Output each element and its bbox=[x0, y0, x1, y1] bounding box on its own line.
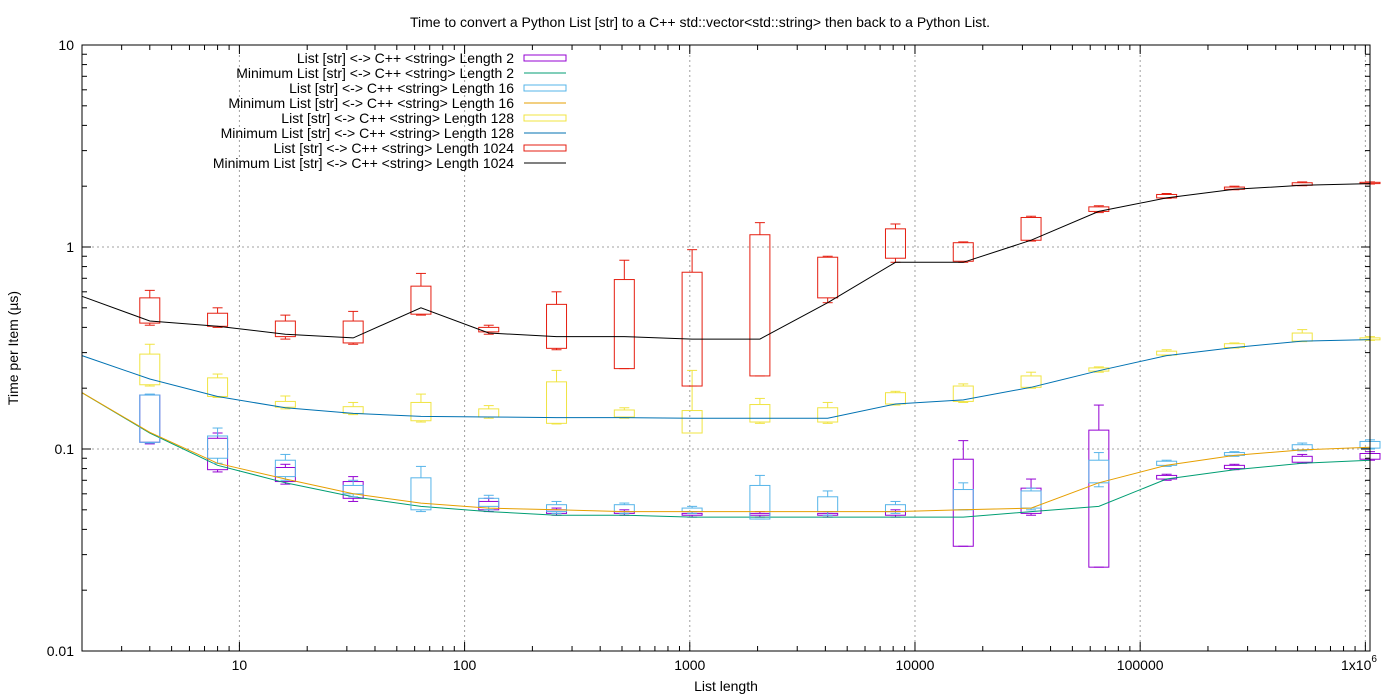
series-5 bbox=[139, 329, 1381, 434]
series-6 bbox=[81, 339, 1371, 419]
series-line bbox=[81, 392, 1371, 518]
series-2 bbox=[81, 392, 1371, 518]
series-line bbox=[81, 392, 1371, 513]
y-axis-label: Time per Item (µs) bbox=[5, 291, 21, 405]
x-axis-label: List length bbox=[694, 678, 758, 694]
legend-label: Minimum List [str] <-> C++ <string> Leng… bbox=[213, 155, 514, 171]
x-tick-label: 100 bbox=[453, 657, 477, 673]
series-7 bbox=[139, 181, 1381, 387]
legend-swatch-box bbox=[523, 84, 567, 92]
plot-border bbox=[81, 44, 1371, 652]
series-line bbox=[81, 339, 1371, 419]
x-tick-label-exponent: 6 bbox=[1371, 654, 1377, 665]
x-tick-label: 10 bbox=[232, 657, 248, 673]
legend-swatch-box bbox=[523, 114, 567, 122]
legend-label: List [str] <-> C++ <string> Length 16 bbox=[289, 80, 514, 96]
chart-title: Time to convert a Python List [str] to a… bbox=[410, 14, 990, 30]
legend: List [str] <-> C++ <string> Length 2Mini… bbox=[213, 50, 567, 171]
legend-label: List [str] <-> C++ <string> Length 1024 bbox=[274, 140, 515, 156]
y-tick-label: 10 bbox=[58, 37, 74, 53]
y-tick-label: 0.1 bbox=[55, 441, 75, 457]
grid bbox=[82, 45, 1370, 651]
x-tick-label: 1000 bbox=[674, 657, 705, 673]
x-tick-label: 100000 bbox=[1117, 657, 1164, 673]
axis-ticks: 10 100 1000 10000 100000 1x10 6 0.01 0.1 1 10 bbox=[47, 37, 1378, 673]
y-tick-label: 1 bbox=[66, 239, 74, 255]
series-line bbox=[81, 183, 1371, 340]
legend-label: List [str] <-> C++ <string> Length 2 bbox=[297, 50, 514, 66]
series-4 bbox=[81, 392, 1371, 513]
x-tick-label: 10000 bbox=[896, 657, 935, 673]
legend-label: Minimum List [str] <-> C++ <string> Leng… bbox=[221, 125, 515, 141]
legend-label: Minimum List [str] <-> C++ <string> Leng… bbox=[236, 65, 514, 81]
series-8 bbox=[81, 183, 1371, 340]
legend-label: List [str] <-> C++ <string> Length 128 bbox=[281, 110, 514, 126]
legend-label: Minimum List [str] <-> C++ <string> Leng… bbox=[228, 95, 514, 111]
legend-swatch-box bbox=[523, 144, 567, 152]
data-layer bbox=[81, 181, 1381, 568]
y-tick-label: 0.01 bbox=[47, 643, 74, 659]
legend-swatch-box bbox=[523, 54, 567, 62]
x-tick-label: 1x10 bbox=[1341, 657, 1372, 673]
